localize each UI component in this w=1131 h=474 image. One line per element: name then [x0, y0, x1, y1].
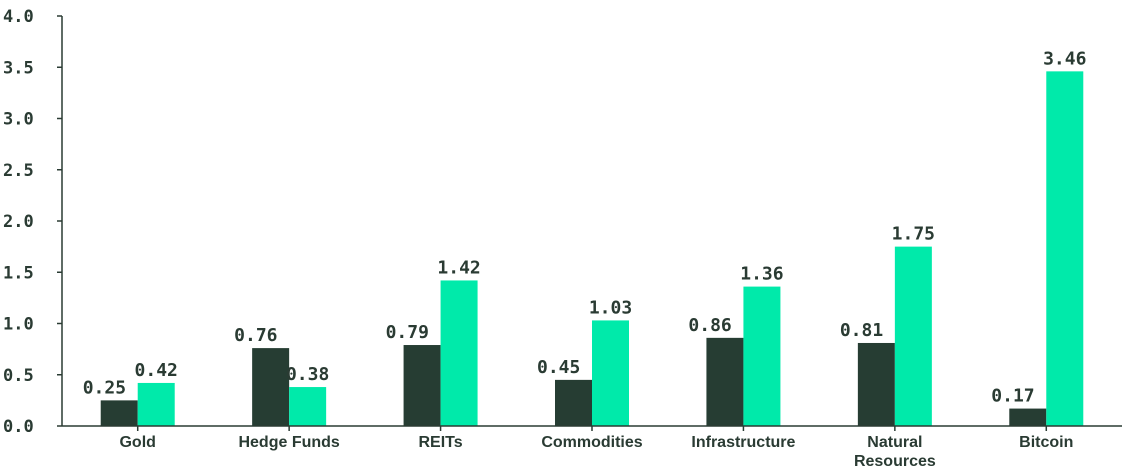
x-tick-label-line: Commodities — [541, 434, 642, 451]
y-tick-label: 1.5 — [3, 263, 34, 283]
y-tick-label: 0.0 — [3, 417, 34, 437]
bar-series-2 — [137, 382, 175, 426]
bar-series-2 — [894, 246, 932, 426]
data-label: 0.17 — [991, 386, 1034, 407]
x-tick-label-line: Infrastructure — [691, 434, 795, 451]
bars: 0.25 0.42 0.76 0.38 0.79 1.42 0.45 1.03 0.86 1.36… — [83, 48, 1086, 426]
x-tick-label: Infrastructure — [691, 434, 795, 451]
bar-group: 0.86 1.36 — [688, 264, 784, 426]
x-tick-label: Hedge Funds — [238, 434, 339, 451]
data-label: 1.36 — [740, 264, 783, 285]
bar-series-2 — [1046, 71, 1084, 426]
y-axis: 0.0 0.5 1.0 1.5 2.0 2.5 3.0 3.5 4.0 — [3, 7, 63, 437]
bar-group: 0.79 1.42 — [386, 257, 481, 426]
bar-series-1 — [706, 337, 744, 426]
x-tick-label: REITs — [418, 434, 462, 451]
y-tick-label: 2.5 — [3, 161, 34, 181]
x-tick-label-line: REITs — [418, 434, 462, 451]
x-tick-label-line: Gold — [119, 434, 155, 451]
y-tick-label: 3.5 — [3, 58, 34, 78]
x-tick-label: Gold — [119, 434, 155, 451]
y-tick-label: 0.5 — [3, 366, 34, 386]
y-tick-label: 1.0 — [3, 315, 34, 335]
bar-group: 0.25 0.42 — [83, 360, 178, 426]
bar-group: 0.76 0.38 — [234, 325, 329, 426]
data-label: 0.42 — [135, 360, 178, 381]
bar-series-1 — [555, 379, 592, 426]
data-label: 0.86 — [688, 315, 731, 336]
bar-group: 0.17 3.46 — [991, 48, 1086, 426]
bar-group: 0.45 1.03 — [537, 297, 632, 426]
bar-group: 0.81 1.75 — [840, 224, 935, 426]
bar-series-2 — [289, 387, 327, 426]
data-label: 1.42 — [437, 257, 480, 278]
bar-series-2 — [743, 286, 781, 426]
x-tick-label: Bitcoin — [1019, 434, 1073, 451]
bar-series-1 — [403, 345, 441, 426]
data-label: 1.75 — [892, 224, 935, 245]
x-axis: Gold Hedge Funds REITs Commodities Infrastru… — [62, 425, 1122, 470]
data-label: 0.76 — [234, 325, 277, 346]
bar-series-1 — [252, 348, 290, 426]
data-label: 0.25 — [83, 377, 126, 398]
bar-series-1 — [1009, 408, 1047, 426]
bar-series-1 — [857, 342, 895, 426]
data-label: 0.38 — [286, 364, 329, 385]
data-label: 0.81 — [840, 320, 883, 341]
y-tick-label: 2.0 — [3, 212, 34, 232]
y-tick-label: 4.0 — [3, 7, 34, 27]
data-label: 1.03 — [589, 297, 632, 318]
x-tick-label: Commodities — [541, 434, 642, 451]
x-tick-label-line: Natural — [867, 434, 922, 451]
data-label: 0.45 — [537, 357, 580, 378]
data-label: 0.79 — [386, 322, 429, 343]
x-tick-label-line: Hedge Funds — [238, 434, 339, 451]
bar-series-2 — [592, 320, 629, 426]
data-label: 3.46 — [1043, 48, 1086, 69]
x-tick-label: Natural Resources — [854, 434, 936, 470]
y-tick-label: 3.0 — [3, 110, 34, 130]
bar-series-2 — [440, 280, 478, 426]
x-tick-label-line: Bitcoin — [1019, 434, 1073, 451]
x-tick-label-line: Resources — [854, 453, 936, 470]
bar-series-1 — [100, 400, 138, 426]
